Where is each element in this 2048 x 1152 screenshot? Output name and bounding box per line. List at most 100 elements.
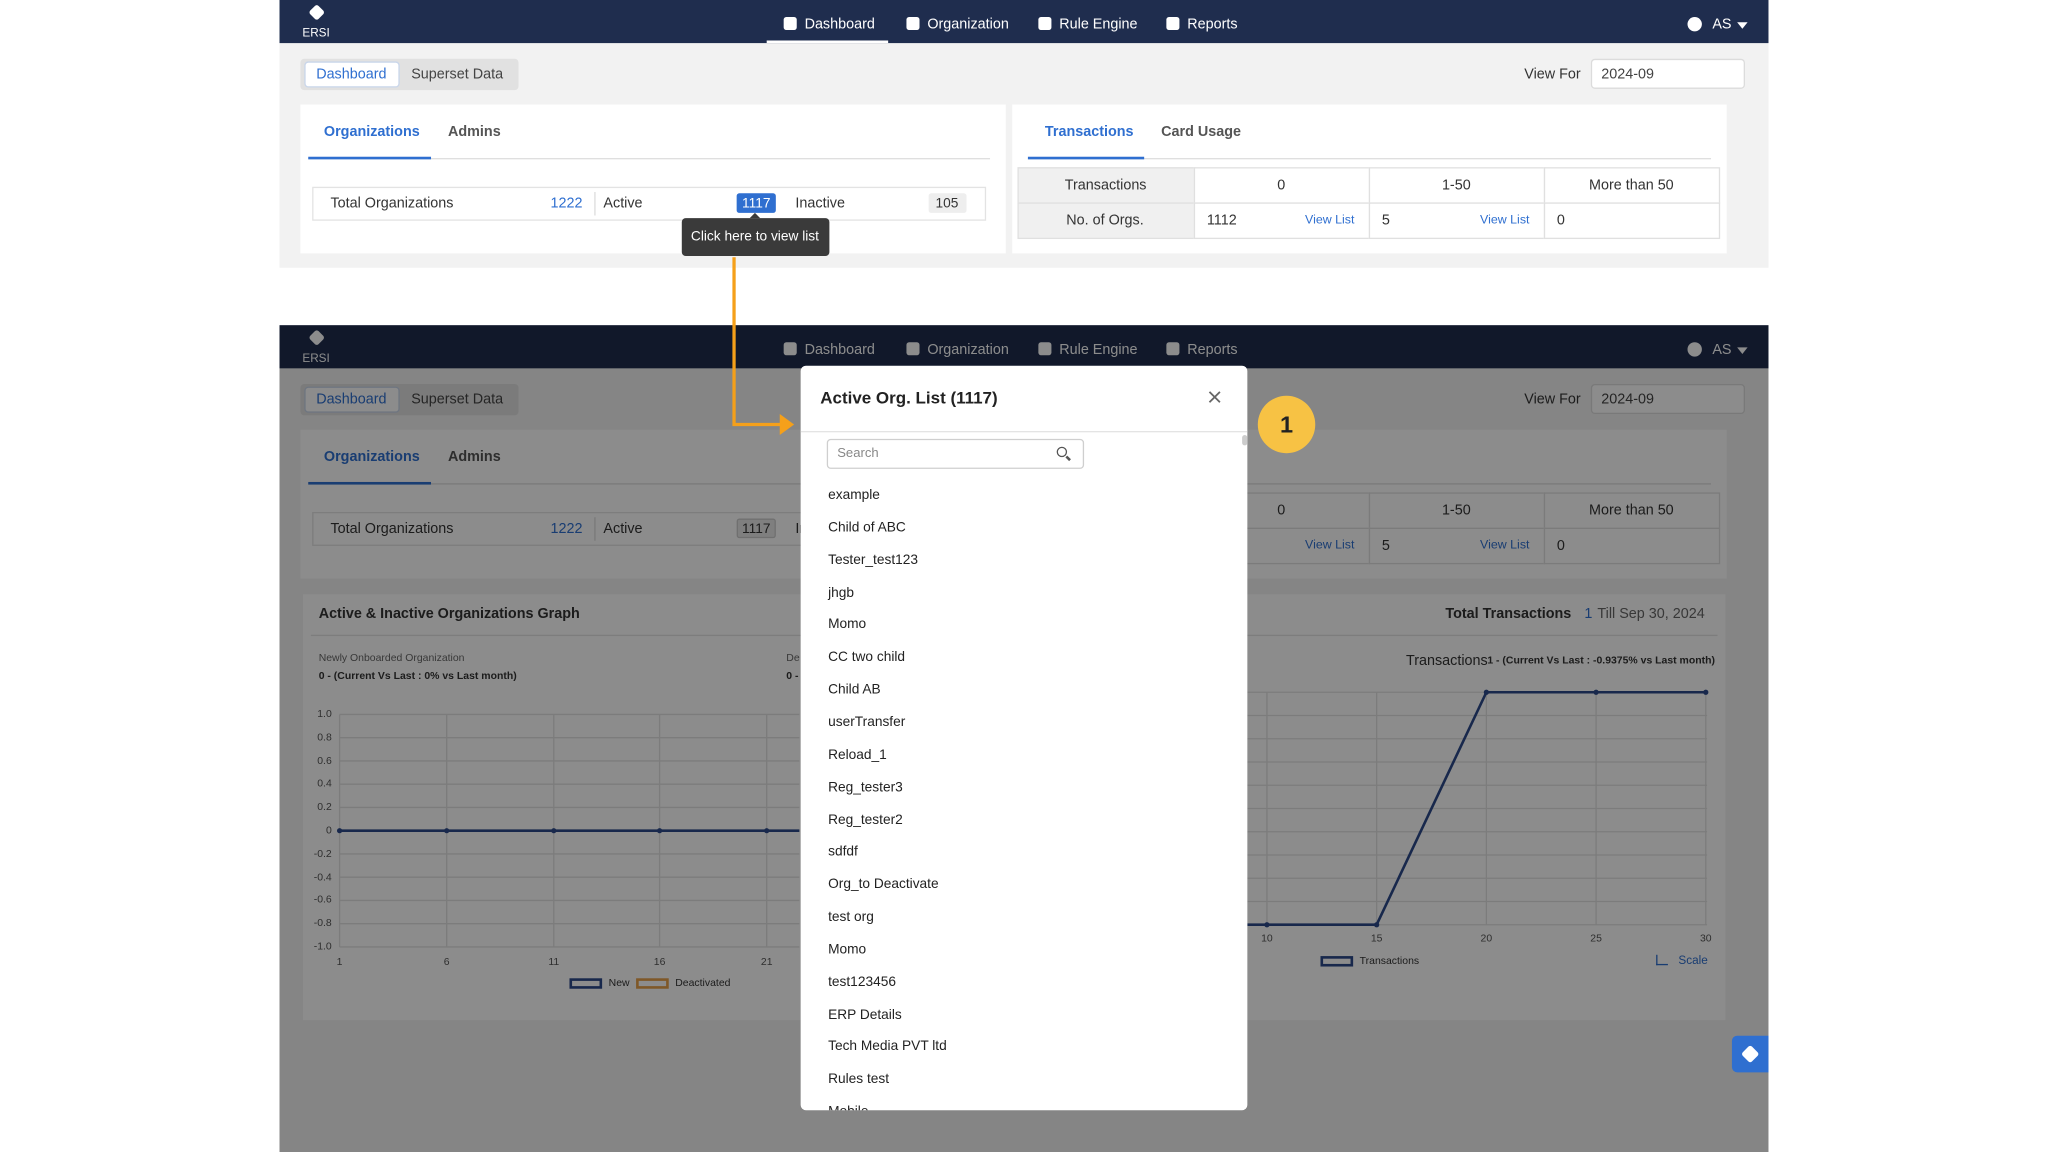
stat-label: Total Organizations [330, 195, 454, 212]
nav-item[interactable]: Reports [1187, 16, 1238, 33]
table-cell [1368, 492, 1546, 529]
active-count[interactable]: 1117 [741, 521, 771, 537]
org-list-item[interactable]: userTransfer [828, 714, 906, 731]
org-list-item[interactable]: test org [828, 909, 874, 925]
org-list-item[interactable]: Momo [828, 941, 867, 958]
stat-value[interactable]: 1222 [550, 521, 583, 537]
nav-item[interactable]: Reports [1187, 342, 1238, 358]
y-tick-label: -1.0 [313, 940, 332, 953]
stat-value[interactable]: 1222 [550, 195, 583, 212]
active-badge[interactable] [736, 193, 776, 213]
inactive-count[interactable]: 105 [935, 195, 959, 212]
user-menu[interactable]: AS [1712, 16, 1732, 33]
org-list-item[interactable]: CC two child [828, 649, 906, 666]
point [336, 828, 343, 834]
org-list-item[interactable]: Momo [828, 616, 867, 633]
card-tab[interactable]: Organizations [323, 124, 420, 140]
scale-button[interactable]: Scale [1678, 953, 1708, 967]
org-list-item[interactable]: ERP Details [828, 1006, 902, 1023]
org-list-item[interactable]: Child AB [828, 681, 881, 698]
modal: Active Org. List (1117) Search example Chil… [800, 365, 1248, 1111]
chart-label: Transactions [1405, 653, 1488, 669]
nav-item[interactable]: Dashboard [804, 16, 875, 33]
divider [594, 191, 596, 216]
nav-item[interactable]: Organization [927, 342, 1009, 358]
point [764, 828, 770, 834]
navbar [279, 325, 1769, 369]
nav-item[interactable]: Organization [927, 16, 1009, 33]
user-icon [1687, 16, 1702, 32]
month-input[interactable] [1590, 383, 1745, 415]
y-tick-label: -0.2 [313, 847, 332, 860]
close-button[interactable] [1206, 388, 1224, 406]
tab[interactable]: Dashboard [316, 391, 387, 408]
org-list-item[interactable]: Child of ABC [828, 519, 906, 536]
total-value: 1 [1584, 606, 1593, 622]
y-tick-label: 1.0 [317, 707, 332, 720]
point [551, 828, 557, 834]
tab-active[interactable] [304, 61, 400, 88]
till-date: Till Sep 30, 2024 [1597, 606, 1705, 622]
scale-icon [1656, 954, 1668, 966]
cell-value: 0 [1556, 538, 1565, 554]
tab[interactable]: Superset Data [411, 66, 504, 83]
org-list-item[interactable]: jhgb [828, 584, 855, 601]
card-tab[interactable]: Admins [447, 124, 501, 140]
stat-label: Total Organizations [330, 521, 454, 537]
point [1483, 689, 1489, 695]
view-list-link[interactable]: View List [1480, 212, 1530, 228]
org-list-item[interactable]: Tech Media PVT ltd [828, 1038, 947, 1055]
card-tab[interactable]: Transactions [1044, 124, 1134, 140]
tab[interactable]: Superset Data [411, 391, 504, 408]
org-list-item[interactable]: Mobile [828, 1100, 868, 1110]
stat-label: Active [603, 521, 643, 537]
org-list-item[interactable]: Tester_test123 [828, 552, 919, 568]
active-badge[interactable] [736, 518, 776, 539]
cell-value: 1112 [1206, 212, 1237, 229]
legend-swatch [569, 978, 603, 989]
org-list-item[interactable]: sdfdf [828, 844, 858, 860]
search-input[interactable] [826, 438, 1085, 469]
view-list-link[interactable]: View List [1305, 538, 1355, 553]
active-count[interactable]: 1117 [741, 195, 771, 212]
month-value: 2024-09 [1601, 66, 1655, 83]
card-tab[interactable]: Organizations [323, 449, 420, 465]
table-cell [1368, 202, 1546, 240]
org-list-item[interactable]: test123456 [828, 974, 896, 990]
user-menu[interactable]: AS [1712, 342, 1732, 358]
step-badge [1257, 395, 1316, 454]
nav-icon [1038, 342, 1052, 356]
divider [308, 483, 991, 485]
table-cell [1543, 492, 1721, 529]
org-list-item[interactable]: example [828, 487, 880, 503]
org-list-item[interactable]: Reg_tester3 [828, 779, 903, 795]
view-list-link[interactable]: View List [1305, 212, 1355, 228]
tab[interactable]: Dashboard [316, 66, 387, 83]
org-list-item[interactable]: Reload_1 [828, 746, 887, 763]
org-list-item[interactable]: Org_to Deactivate [828, 876, 939, 893]
nav-icon [1038, 16, 1052, 31]
card-tab[interactable]: Admins [447, 449, 501, 465]
nav-icon [906, 16, 920, 31]
month-input[interactable] [1590, 58, 1745, 89]
view-list-link[interactable]: View List [1480, 538, 1530, 553]
inactive-badge[interactable] [928, 193, 967, 213]
org-list-item[interactable]: Reg_tester2 [828, 811, 903, 828]
card-tab[interactable]: Card Usage [1161, 124, 1241, 140]
nav-icon [1166, 342, 1180, 356]
nav-item[interactable]: Rule Engine [1059, 342, 1138, 358]
step-number: 1 [1279, 411, 1294, 438]
modal-title: Active Org. List (1117) [820, 387, 998, 408]
arrow-line [732, 257, 782, 427]
scrollbar [1242, 434, 1248, 446]
nav-item[interactable]: Rule Engine [1059, 16, 1138, 33]
nav-icon [783, 342, 797, 356]
org-list-item[interactable]: Rules test [828, 1071, 890, 1088]
nav-item[interactable]: Dashboard [804, 342, 875, 358]
tab-active[interactable] [304, 386, 400, 413]
tab-underline [1027, 156, 1145, 160]
point [1264, 922, 1270, 928]
